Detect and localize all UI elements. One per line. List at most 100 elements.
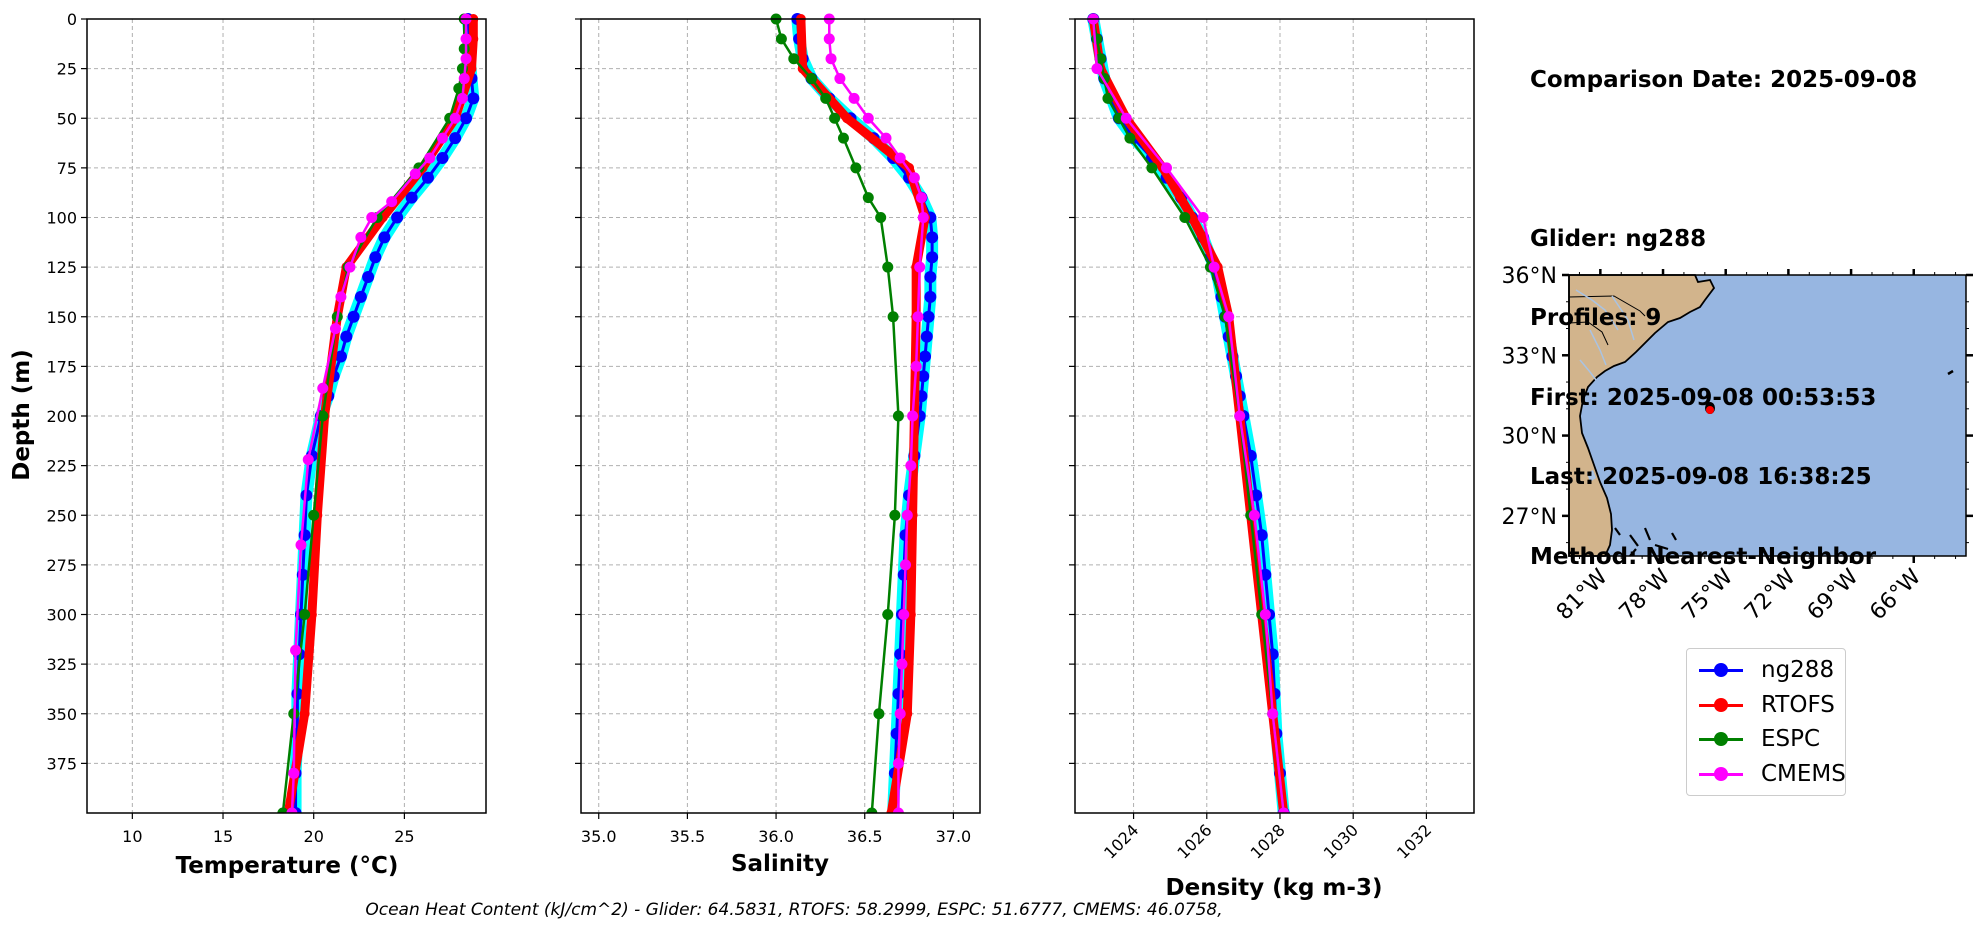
salinity-cmems-point xyxy=(894,152,906,164)
density-ng288-point xyxy=(1255,529,1268,542)
density-cmems-point xyxy=(1223,311,1235,323)
salinity-ng288-point xyxy=(894,648,907,661)
temperature-tick-label: 15 xyxy=(213,827,233,846)
depth-tick-label: 275 xyxy=(46,556,77,575)
map-lat-label: 27°N xyxy=(1502,505,1557,530)
salinity-axis-label: Salinity xyxy=(731,851,829,877)
depth-tick-label: 75 xyxy=(57,159,77,178)
temperature-ng288-point xyxy=(449,132,462,145)
temperature-panel: 0 25 50 75 100 125 150 175 200 225 250 275 300 325 350… xyxy=(46,10,487,879)
salinity-cmems-point xyxy=(905,460,917,472)
depth-tick-label: 25 xyxy=(57,60,77,79)
legend-item-ng288: ng288 xyxy=(1695,655,1845,685)
temperature-cmems-point xyxy=(456,92,468,104)
last-profile-time: Last: 2025-09-08 16:38:25 xyxy=(1530,464,1872,490)
salinity-tick-label: 36.0 xyxy=(758,827,794,846)
salinity-cmems-point xyxy=(834,73,846,85)
map-bermuda xyxy=(1947,369,1954,376)
salinity-panel: 35.0 35.5 36.0 36.5 37.0 Salinity xyxy=(575,13,981,877)
depth-tick-label: 225 xyxy=(46,457,77,476)
density-cmems-point xyxy=(1197,212,1209,223)
profile-count: Profiles: 9 xyxy=(1530,305,1662,331)
salinity-rtofs-line xyxy=(796,18,930,813)
salinity-espc-point xyxy=(889,509,901,521)
density-cmems-line xyxy=(1092,18,1285,813)
depth-tick-label: 325 xyxy=(46,655,77,674)
density-espc-point xyxy=(1091,33,1103,45)
density-espc-point xyxy=(1124,132,1136,144)
temperature-rtofs-point xyxy=(466,63,477,74)
temperature-ng288-point xyxy=(436,151,449,164)
temperature-cmems-point xyxy=(458,73,470,85)
salinity-cmems-point xyxy=(910,360,922,372)
salinity-espc-point xyxy=(875,212,887,223)
temperature-ng288-point xyxy=(334,350,347,363)
depth-tick-label: 100 xyxy=(46,209,77,228)
density-espc-point xyxy=(1102,92,1114,104)
temperature-cmems-point xyxy=(286,807,298,813)
legend-label-rtofs: RTOFS xyxy=(1761,692,1835,718)
temperature-cmems-point xyxy=(386,196,398,208)
salinity-ng288-point xyxy=(897,568,910,581)
density-cmems-point xyxy=(1278,807,1290,813)
temperature-ng288-point xyxy=(391,211,404,224)
legend-label-espc: ESPC xyxy=(1761,726,1821,752)
temperature-cmems-point xyxy=(409,168,421,180)
salinity-ng288-point xyxy=(892,687,905,700)
salinity-espc-point xyxy=(788,53,800,65)
salinity-espc-point xyxy=(873,708,885,720)
temperature-espc-point xyxy=(317,410,329,422)
map-lat-label: 36°N xyxy=(1502,264,1557,289)
salinity-cmems-point xyxy=(900,559,912,571)
salinity-cmems-point xyxy=(917,212,929,223)
temperature-cmems-point xyxy=(302,454,314,466)
density-cmems-point xyxy=(1208,261,1220,273)
map-land xyxy=(1568,274,1716,557)
depth-axis-label: Depth (m) xyxy=(9,349,35,481)
salinity-espc-point xyxy=(892,410,904,422)
salinity-espc-point xyxy=(866,807,878,813)
salinity-cmems-point xyxy=(823,33,835,45)
salinity-cmems-point xyxy=(907,410,919,422)
model-marker xyxy=(1706,406,1714,414)
density-tick-label: 1032 xyxy=(1393,820,1435,862)
salinity-cmems-point xyxy=(892,757,904,769)
temperature-espc-point xyxy=(458,43,470,55)
density-espc-point xyxy=(1146,162,1158,174)
salinity-tick-label: 36.5 xyxy=(847,827,883,846)
salinity-cmems-point xyxy=(915,192,927,204)
density-cmems-point xyxy=(1259,609,1271,620)
salinity-ng288-point xyxy=(922,310,935,323)
temperature-tick-label: 25 xyxy=(394,827,414,846)
density-panel: 1024 1026 1028 1030 1032 Density (kg m-3) xyxy=(1069,13,1475,901)
salinity-series-group xyxy=(770,13,939,813)
temperature-cmems-point xyxy=(335,291,347,303)
salinity-tick-label: 35.0 xyxy=(581,827,617,846)
salinity-rtofs-point xyxy=(842,113,852,124)
temperature-axes-frame xyxy=(86,18,487,814)
salinity-espc-point xyxy=(806,73,818,85)
temperature-ng288-point xyxy=(421,171,434,184)
depth-tick-label: 375 xyxy=(46,754,77,773)
density-series-group xyxy=(1087,13,1290,813)
salinity-espc-point xyxy=(862,192,874,204)
legend-marker-rtofs xyxy=(1714,698,1728,712)
salinity-espc-point xyxy=(829,112,841,124)
temperature-cmems-point xyxy=(436,132,448,144)
temperature-espc-point xyxy=(277,807,289,813)
temperature-cmems-point xyxy=(295,539,307,551)
temperature-ng288-point xyxy=(347,310,360,323)
density-cmems-point xyxy=(1161,162,1173,174)
temperature-ng288-point xyxy=(378,231,391,244)
temperature-cmems-point xyxy=(460,53,472,65)
temperature-ng288-point xyxy=(354,290,367,303)
depth-tick-label: 175 xyxy=(46,357,77,376)
map-lat-label: 30°N xyxy=(1502,425,1557,450)
salinity-ng288-point xyxy=(924,271,937,284)
density-tick-label: 1024 xyxy=(1100,820,1142,862)
temperature-tick-label: 20 xyxy=(304,827,324,846)
salinity-ng288-point xyxy=(917,370,930,383)
depth-tick-label: 50 xyxy=(57,109,77,128)
salinity-cmems-point xyxy=(892,807,904,813)
comparison-date: Comparison Date: 2025-09-08 xyxy=(1530,67,1918,93)
